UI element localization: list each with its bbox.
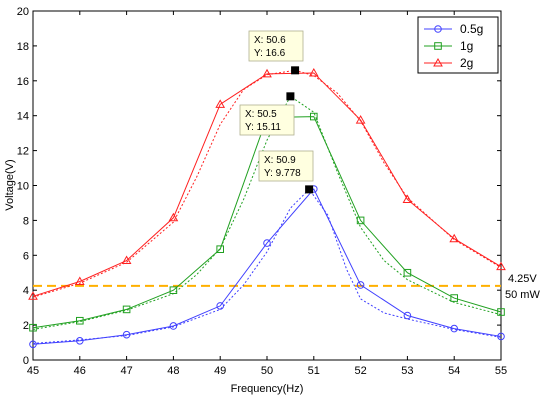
data-point-2g <box>168 212 179 222</box>
datatip-y: Y: 16.6 <box>254 48 286 59</box>
data-point-0.5g <box>169 322 178 330</box>
legend: 0.5g 1g 2g <box>417 16 499 74</box>
data-point-2g <box>215 99 226 108</box>
x-tick-label: 53 <box>401 365 413 377</box>
y-tick-label: 16 <box>17 76 29 88</box>
data-point-0.5g <box>356 281 365 289</box>
data-point-1g <box>169 286 178 294</box>
x-tick-label: 52 <box>354 365 366 377</box>
datatip-marker <box>286 92 295 101</box>
fit-curve-0.5g <box>32 188 502 344</box>
y-tick-label: 8 <box>23 215 29 227</box>
data-point-0.5g <box>497 332 505 341</box>
datatips: X: 50.6 Y: 16.6 X: 50.5 Y: 15.11 X: 50.9 Y: 9… <box>239 30 314 194</box>
data-point-2g <box>262 68 272 78</box>
data-point-1g <box>29 323 37 332</box>
y-tick-label: 2 <box>23 320 29 332</box>
datatip-marker <box>305 185 314 194</box>
data-point-2g <box>121 255 132 265</box>
x-tick-label: 49 <box>214 365 226 377</box>
data-point-2g <box>355 115 366 124</box>
data-point-2g <box>74 276 85 285</box>
data-point-1g <box>497 308 505 316</box>
y-tick-label: 4 <box>23 285 29 297</box>
x-tick-label: 54 <box>448 365 460 377</box>
datatip-x: X: 50.6 <box>254 35 286 46</box>
data-point-0.5g <box>216 302 224 310</box>
data-point-2g <box>308 67 319 77</box>
data-point-1g <box>356 216 365 225</box>
data-point-1g <box>450 294 458 302</box>
data-point-1g <box>403 268 412 277</box>
datatip-y: Y: 15.11 <box>245 122 281 133</box>
data-point-2g <box>402 194 413 203</box>
threshold-group: 4.25V 50 mW <box>33 273 540 301</box>
datatip-box <box>248 30 304 62</box>
y-tick-label: 12 <box>17 146 29 158</box>
x-axis-title: Frequency(Hz) <box>231 383 304 395</box>
series-line-2g <box>32 72 502 297</box>
data-point-0.5g <box>403 311 412 320</box>
x-tick-label: 48 <box>167 365 179 377</box>
data-series <box>28 67 506 349</box>
datatip-y: Y: 9.778 <box>264 168 301 179</box>
datatip-marker <box>291 66 300 75</box>
legend-swatch-marker <box>434 42 442 50</box>
data-point-0.5g <box>263 239 271 247</box>
x-tick-label: 47 <box>120 365 132 377</box>
y-tick-label: 20 <box>17 6 29 18</box>
legend-swatch-marker <box>433 57 443 67</box>
data-point-0.5g <box>450 324 459 333</box>
series-line-0.5g <box>32 188 502 345</box>
data-point-1g <box>216 245 224 253</box>
datatip-x: X: 50.5 <box>245 109 277 120</box>
data-point-2g <box>449 233 460 243</box>
y-tick-label: 18 <box>17 41 29 53</box>
legend-label: 1g <box>460 39 473 53</box>
data-point-0.5g <box>122 330 131 339</box>
x-tick-label: 50 <box>261 365 273 377</box>
data-point-1g <box>76 316 84 325</box>
data-point-0.5g <box>76 337 84 345</box>
x-tick-label: 46 <box>74 365 86 377</box>
x-tick-label: 45 <box>27 365 39 377</box>
y-tick-label: 6 <box>23 250 29 262</box>
data-point-1g <box>122 305 131 314</box>
datatip-box <box>258 150 314 182</box>
y-tick-label: 0 <box>23 355 29 367</box>
threshold-label-voltage: 4.25V <box>508 273 537 285</box>
y-axis-title: Voltage(V) <box>4 159 16 210</box>
threshold-label-power: 50 mW <box>505 289 540 301</box>
legend-label: 0.5g <box>460 22 483 36</box>
legend-swatch-marker <box>434 25 442 33</box>
x-tick-label: 55 <box>495 365 507 377</box>
data-point-1g <box>310 112 318 121</box>
y-tick-label: 14 <box>17 111 29 123</box>
legend-label: 2g <box>460 56 473 70</box>
x-tick-label: 51 <box>308 365 320 377</box>
datatip-box <box>239 104 295 136</box>
y-tick-label: 10 <box>17 181 29 193</box>
data-point-0.5g <box>29 340 37 349</box>
data-point-2g <box>28 291 38 300</box>
legend-box <box>417 16 499 74</box>
data-point-2g <box>496 261 506 271</box>
datatip-x: X: 50.9 <box>264 155 296 166</box>
